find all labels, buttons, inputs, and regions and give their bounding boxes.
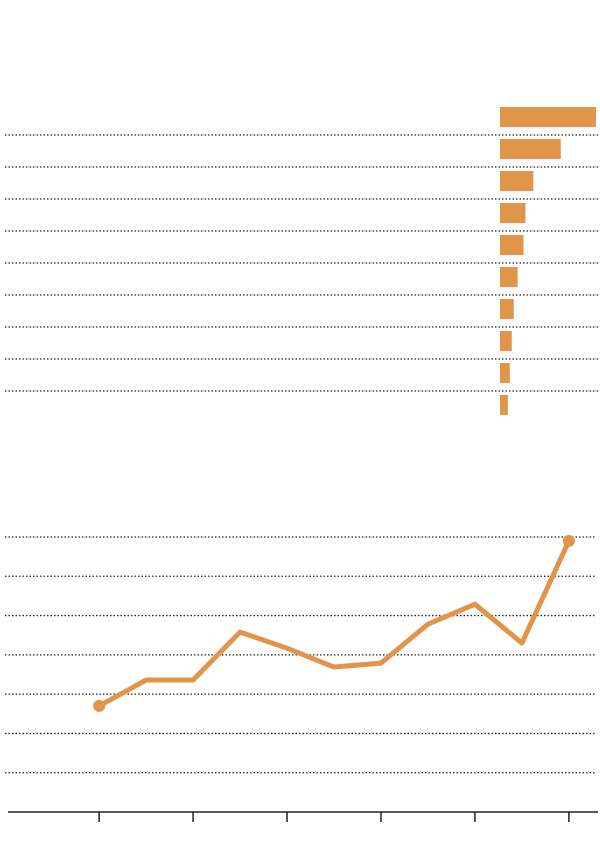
- bar: [500, 395, 508, 415]
- bar: [500, 139, 561, 159]
- bar: [500, 235, 524, 255]
- bar: [500, 203, 526, 223]
- bar: [500, 331, 512, 351]
- bar: [500, 363, 510, 383]
- line: [97, 539, 572, 709]
- end-point: [562, 534, 575, 547]
- bar: [500, 171, 534, 191]
- bar: [500, 299, 514, 319]
- bar: [500, 267, 518, 287]
- end-point: [93, 699, 106, 712]
- bar: [500, 107, 597, 127]
